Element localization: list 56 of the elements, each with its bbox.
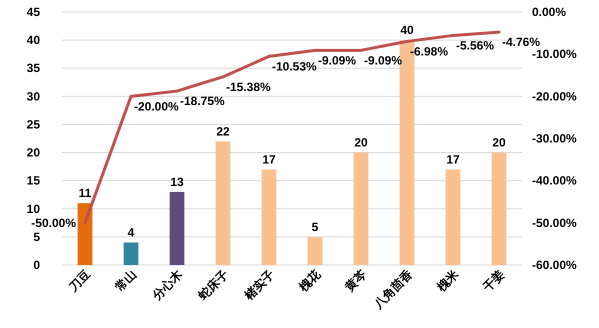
x-tick-label: 槐米 bbox=[434, 266, 462, 295]
y2-tick-label: -40.00% bbox=[532, 174, 578, 188]
data-label: -15.38% bbox=[226, 80, 272, 94]
y2-tick-label: -30.00% bbox=[532, 132, 578, 146]
bar bbox=[446, 169, 460, 265]
y-tick-label: 25 bbox=[26, 117, 40, 132]
y-tick-label: 35 bbox=[26, 61, 40, 76]
data-label: 20 bbox=[354, 136, 368, 150]
y2-tick-label: -10.00% bbox=[532, 47, 578, 62]
data-label: -18.75% bbox=[180, 94, 226, 108]
data-label: 22 bbox=[216, 124, 230, 138]
data-label: 11 bbox=[78, 186, 92, 200]
y-tick-label: 40 bbox=[26, 33, 40, 48]
data-label: -10.53% bbox=[272, 59, 318, 74]
data-label: -20.00% bbox=[134, 99, 180, 114]
y-tick-label: 5 bbox=[33, 230, 40, 244]
data-label: 4 bbox=[128, 226, 135, 240]
x-tick-label: 槐花 bbox=[296, 266, 324, 295]
x-tick-label: 蛇床子 bbox=[195, 267, 232, 304]
bar bbox=[262, 169, 276, 265]
data-label: -9.09% bbox=[364, 53, 402, 68]
x-tick-label: 楮实子 bbox=[241, 267, 278, 304]
y-tick-label: 0 bbox=[33, 258, 40, 272]
x-tick-label: 常山 bbox=[112, 267, 140, 294]
data-label: 5 bbox=[312, 220, 319, 234]
data-label: -6.98% bbox=[410, 44, 448, 58]
y2-tick-label: -50.00% bbox=[532, 216, 578, 230]
data-label: 17 bbox=[446, 152, 460, 166]
x-tick-label: 刀豆 bbox=[66, 267, 94, 295]
data-label: -4.76% bbox=[502, 35, 540, 50]
x-tick-label: 分心木 bbox=[149, 266, 186, 304]
data-label: -5.56% bbox=[456, 38, 494, 52]
y-tick-label: 10 bbox=[26, 202, 40, 216]
data-label: 13 bbox=[170, 174, 184, 189]
bar bbox=[492, 152, 506, 265]
data-label: -50.00% bbox=[31, 216, 76, 230]
y-tick-label: 45 bbox=[26, 5, 40, 19]
y-tick-label: 15 bbox=[26, 174, 40, 188]
bar bbox=[354, 152, 368, 265]
y2-tick-label: -60.00% bbox=[532, 258, 578, 272]
bar bbox=[124, 242, 138, 265]
y2-tick-label: 0.00% bbox=[532, 5, 566, 19]
x-tick-label: 干姜 bbox=[480, 267, 508, 295]
y2-tick-label: -20.00% bbox=[532, 89, 578, 104]
x-tick-label: 八角茴香 bbox=[370, 266, 416, 312]
x-tick-label: 黄芩 bbox=[342, 267, 370, 295]
bar bbox=[170, 192, 184, 265]
bar bbox=[216, 141, 230, 265]
bar bbox=[308, 236, 322, 265]
data-label: 40 bbox=[400, 23, 414, 38]
data-label: 20 bbox=[492, 136, 506, 150]
y-tick-label: 20 bbox=[26, 146, 40, 160]
data-label: 17 bbox=[262, 152, 276, 166]
y-tick-label: 30 bbox=[26, 89, 40, 104]
bar bbox=[78, 203, 92, 265]
data-label: -9.09% bbox=[318, 53, 356, 68]
